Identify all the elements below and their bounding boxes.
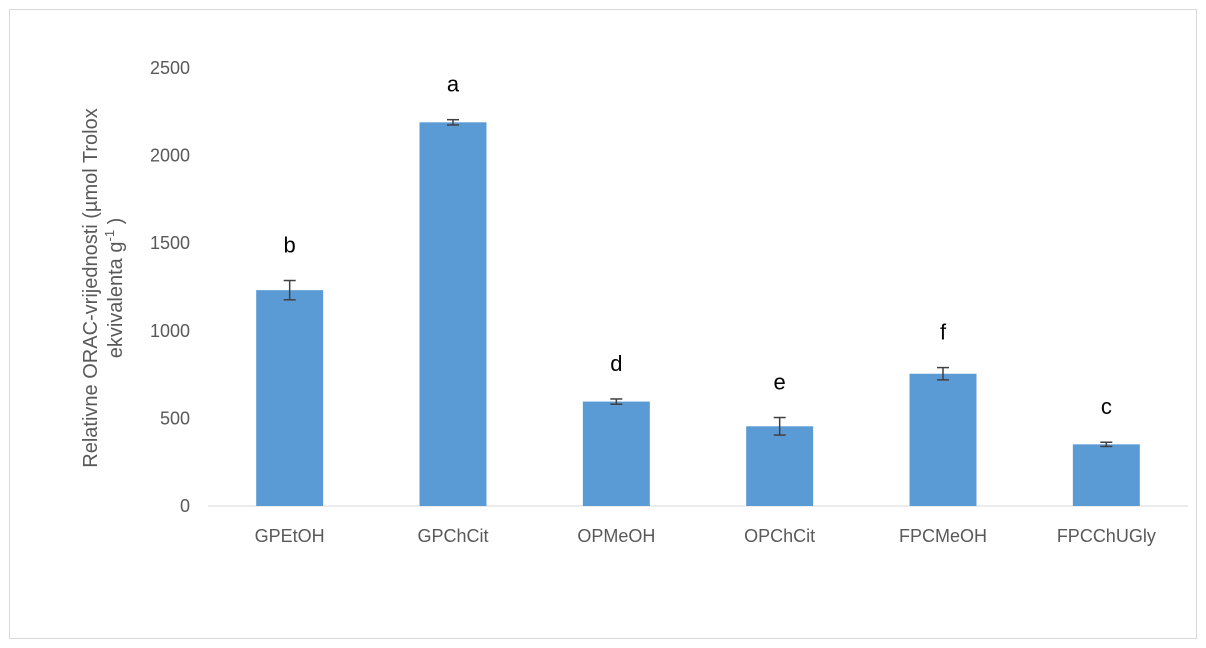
y-axis-title-line-2-end: )	[105, 218, 127, 230]
error-bar-fpcchugly	[1100, 441, 1113, 448]
bar-opchcit	[746, 426, 814, 506]
error-bar-gpetoh	[283, 279, 296, 301]
error-bar-fpcmeoh	[937, 366, 949, 381]
y-tick-label: 2000	[150, 146, 190, 166]
chart-frame	[9, 9, 1197, 639]
y-tick-label: 500	[160, 408, 190, 428]
bar-annotation-opmeoh: d	[610, 351, 622, 376]
x-category-gpchcit: GPChCit	[417, 526, 488, 546]
y-axis-ticks: 0 500 1000 1500 2000 2500	[150, 58, 190, 516]
bar-opmeoh	[582, 401, 650, 506]
bar-fpcchugly	[1072, 444, 1140, 506]
bars	[256, 122, 1140, 506]
y-tick-label: 2500	[150, 58, 190, 78]
y-axis-title-line-2-main: ekvivalenta g	[105, 242, 127, 359]
x-category-opchcit: OPChCit	[744, 526, 815, 546]
x-axis-categories: GPEtOH GPChCit OPMeOH OPChCit FPCMeOH FPCChUG…	[255, 526, 1156, 546]
error-bar-opchcit	[773, 416, 786, 436]
x-category-opmeoh: OPMeOH	[577, 526, 655, 546]
bar-gpchcit	[419, 122, 487, 506]
y-axis-title-line-2-sup: -1	[102, 230, 117, 242]
y-axis-title-line-2: ekvivalenta g-1 )	[102, 218, 127, 359]
bar-annotation-gpetoh: b	[284, 233, 296, 258]
bar-annotation-fpcchugly: c	[1101, 394, 1112, 419]
bar-gpetoh	[256, 290, 324, 506]
y-tick-label: 1000	[150, 321, 190, 341]
x-category-fpcchugly: FPCChUGly	[1057, 526, 1156, 546]
bar-annotation-opchcit: e	[774, 370, 786, 395]
error-bar-opmeoh	[610, 398, 623, 405]
bar-annotations: b a d e f c	[284, 72, 1112, 420]
bar-annotation-gpchcit: a	[447, 72, 460, 97]
y-axis-title-line-1: Relativne ORAC-vrijednosti (µmol Trolox	[80, 108, 102, 467]
error-bar-gpchcit	[447, 118, 459, 126]
bar-annotation-fpcmeoh: f	[940, 320, 947, 345]
y-tick-label: 1500	[150, 233, 190, 253]
bar-fpcmeoh	[909, 373, 977, 506]
error-bars	[283, 118, 1113, 448]
y-axis-title: Relativne ORAC-vrijednosti (µmol Trolox …	[80, 108, 127, 467]
x-category-fpcmeoh: FPCMeOH	[899, 526, 987, 546]
x-category-gpetoh: GPEtOH	[255, 526, 325, 546]
y-tick-label: 0	[180, 496, 190, 516]
